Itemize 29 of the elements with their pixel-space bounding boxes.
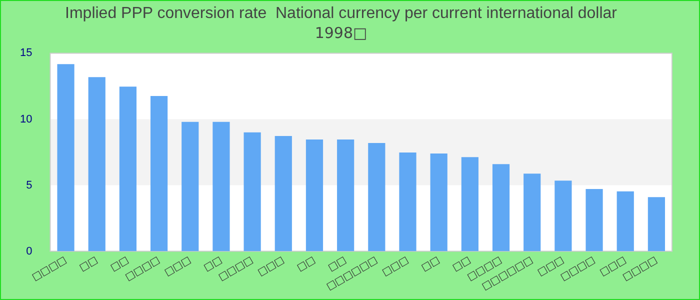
- x-tick-label: □□: [420, 254, 442, 274]
- bar: [616, 191, 634, 252]
- bar: [244, 132, 261, 252]
- bar: [461, 157, 478, 252]
- y-tick-label: 15: [20, 47, 32, 60]
- bar: [399, 152, 416, 252]
- bar: [430, 154, 448, 252]
- bar: [150, 96, 168, 252]
- bar: [88, 77, 106, 252]
- bar: [119, 86, 137, 252]
- bar: [274, 136, 292, 252]
- y-tick-label: 10: [20, 113, 32, 126]
- bar: [492, 164, 510, 252]
- y-tick-label: 0: [26, 245, 32, 258]
- bar: [524, 174, 541, 252]
- bar: [586, 188, 603, 252]
- x-tick-label: □□: [295, 254, 318, 274]
- bar: [648, 197, 666, 252]
- bar: [337, 140, 354, 252]
- bar: [182, 122, 199, 252]
- bar: [368, 142, 386, 252]
- bar: [554, 180, 572, 252]
- bar: [57, 64, 74, 252]
- x-tick-label: □□: [78, 254, 100, 274]
- chart-subtitle: 1998□: [314, 24, 368, 42]
- bar: [306, 140, 324, 252]
- bar: [212, 122, 230, 252]
- y-tick-label: 5: [26, 179, 32, 192]
- chart-title: Implied PPP conversion rate National currency per current international dollar: [65, 5, 618, 22]
